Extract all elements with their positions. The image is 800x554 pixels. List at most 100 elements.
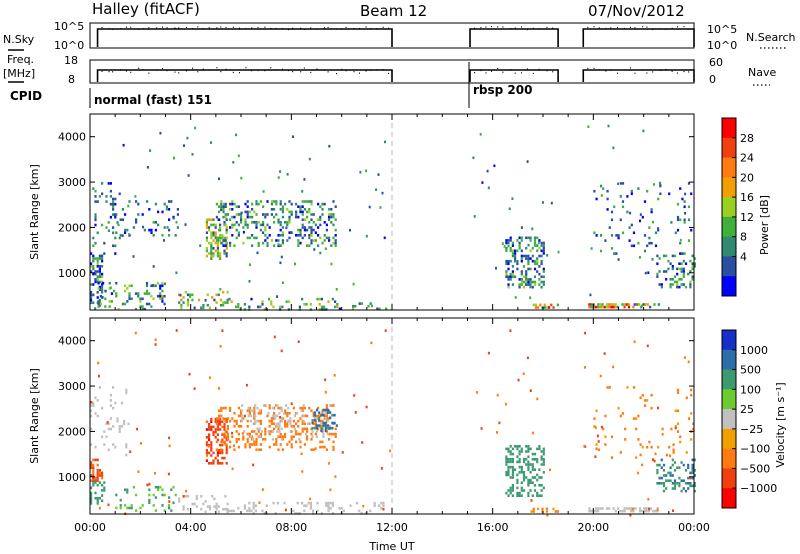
heat-cell — [226, 301, 229, 304]
heat-cell — [631, 507, 634, 511]
heat-cell — [520, 468, 523, 471]
heat-cell — [225, 462, 228, 465]
heat-cell — [595, 447, 598, 450]
heat-cell — [90, 463, 93, 467]
heat-cell — [542, 452, 545, 456]
heat-cell — [687, 182, 691, 185]
heat-cell — [303, 178, 306, 181]
heat-cell — [90, 443, 93, 446]
heat-cell — [210, 420, 213, 423]
heat-cell — [599, 249, 603, 253]
heat-cell — [214, 420, 217, 423]
heat-cell — [268, 419, 271, 423]
nsearch-dot — [676, 26, 678, 28]
nave-dot — [281, 68, 283, 70]
heat-cell — [676, 283, 679, 286]
heat-cell — [321, 419, 324, 423]
heat-cell — [252, 409, 255, 412]
heat-cell — [110, 292, 113, 295]
heat-cell — [533, 241, 537, 245]
heat-cell — [214, 428, 217, 431]
heat-cell — [204, 500, 207, 503]
heat-cell — [92, 259, 95, 263]
heat-cell — [665, 487, 668, 490]
heat-cell — [669, 474, 672, 477]
nsearch-dot — [270, 27, 272, 30]
heat-cell — [542, 458, 545, 461]
heat-cell — [90, 479, 93, 482]
heat-cell — [529, 283, 532, 286]
heat-cell — [656, 262, 659, 265]
heat-cell — [660, 476, 663, 480]
heat-cell — [126, 506, 129, 510]
heat-cell — [301, 218, 304, 221]
xtick-label: 00:00 — [74, 521, 106, 534]
heat-cell — [518, 241, 521, 245]
heat-cell — [251, 435, 254, 438]
heat-cell — [527, 478, 530, 482]
heat-cell — [297, 432, 300, 436]
heat-cell — [206, 505, 209, 508]
heat-cell — [321, 202, 324, 206]
heat-cell — [354, 304, 357, 308]
heat-cell — [101, 285, 104, 289]
heat-cell — [330, 215, 333, 219]
heat-cell — [689, 270, 692, 273]
nsearch-dot — [257, 26, 259, 29]
freq-nave-panel: Freq. [MHz] 18 8 Nave 60 0 — [3, 53, 776, 86]
heat-cell — [205, 231, 208, 234]
heat-cell — [278, 425, 281, 428]
heat-cell — [270, 417, 273, 420]
heat-cell — [516, 491, 519, 495]
nsearch-dot — [605, 27, 607, 30]
heat-cell — [114, 197, 117, 201]
heat-cell — [223, 202, 226, 206]
heat-cell — [518, 450, 521, 453]
heat-cell — [522, 478, 526, 482]
heat-cell — [509, 329, 512, 332]
heat-cell — [299, 241, 302, 245]
heat-cell — [96, 502, 99, 505]
heat-cell — [246, 432, 249, 436]
heat-cell — [507, 489, 510, 492]
heat-cell — [328, 432, 331, 436]
heat-cell — [522, 372, 525, 376]
heat-cell — [317, 218, 320, 221]
heat-cell — [125, 453, 128, 457]
heat-cell — [94, 218, 97, 222]
heat-cell — [639, 443, 642, 446]
heat-cell — [536, 259, 539, 263]
heat-cell — [676, 409, 680, 413]
nave-dot — [688, 71, 690, 73]
heat-cell — [507, 244, 510, 248]
heat-cell — [685, 396, 688, 400]
heat-cell — [235, 236, 238, 240]
heat-cell — [309, 303, 312, 306]
heat-cell — [531, 431, 534, 435]
heat-cell — [588, 303, 591, 306]
heat-cell — [275, 239, 278, 242]
heat-cell — [257, 430, 260, 433]
heat-cell — [324, 247, 327, 250]
velocity-xticks: 00:00 04:00 08:00 12:00 16:00 20:00 00:00 — [74, 318, 710, 534]
heat-cell — [643, 200, 647, 203]
heat-cell — [514, 249, 517, 253]
heat-cell — [507, 494, 510, 497]
heat-cell — [322, 421, 325, 425]
heat-cell — [224, 406, 227, 410]
heat-cell — [309, 507, 312, 510]
heat-cell — [335, 424, 338, 427]
nsearch-dot — [323, 27, 325, 29]
heat-cell — [293, 414, 296, 418]
heat-cell — [299, 417, 302, 420]
heat-cell — [604, 443, 607, 446]
heat-cell — [306, 215, 309, 219]
heat-cell — [90, 466, 93, 469]
heat-cell — [588, 509, 591, 513]
heat-cell — [218, 409, 221, 412]
heat-cell — [191, 298, 194, 302]
heat-cell — [279, 228, 282, 232]
heat-cell — [691, 275, 694, 278]
heat-cell — [525, 450, 528, 453]
heat-cell — [332, 236, 335, 240]
